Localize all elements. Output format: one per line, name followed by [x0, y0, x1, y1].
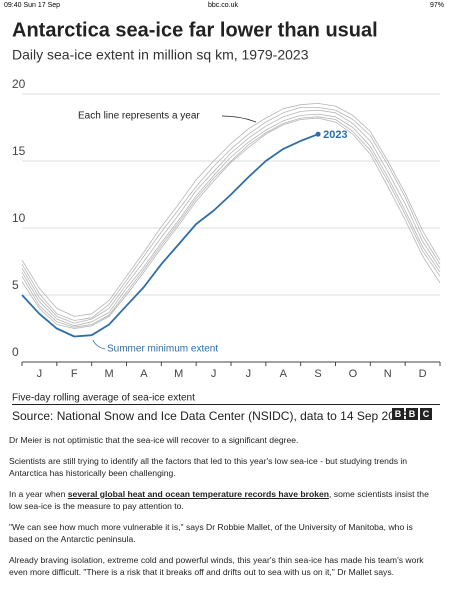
- paragraph: Already braving isolation, extreme cold …: [9, 554, 429, 579]
- logo-block: B: [406, 408, 418, 420]
- url[interactable]: bbc.co.uk: [208, 2, 238, 9]
- text: In a year when: [9, 488, 68, 499]
- line: [21, 117, 441, 329]
- x-tick-label: O: [349, 368, 358, 380]
- chart-subtitle: Daily sea-ice extent in million sq km, 1…: [12, 47, 309, 63]
- text: Already braving isolation, extreme cold …: [9, 554, 424, 578]
- series-label: 2023: [323, 129, 347, 141]
- bbc-logo: B B C: [392, 408, 432, 420]
- line: [21, 109, 441, 324]
- status-bar: 09:40 Sun 17 Sep bbc.co.uk 97%: [0, 0, 450, 12]
- source-row: Source: National Snow and Ice Data Cente…: [12, 405, 440, 425]
- x-tick-label: A: [280, 368, 288, 380]
- y-tick-label: 0: [12, 345, 19, 359]
- x-tick-label: S: [314, 368, 321, 380]
- annotation: Summer minimum extent: [107, 344, 218, 355]
- paragraph: "We can see how much more vulnerable it …: [9, 521, 429, 546]
- clock: 09:40 Sun 17 Sep: [4, 2, 61, 9]
- line: [21, 133, 319, 338]
- y-tick-label: 15: [12, 144, 26, 158]
- annotation: Each line represents a year: [78, 111, 200, 122]
- y-tick-label: 5: [12, 278, 19, 292]
- logo-block: B: [392, 408, 404, 420]
- paragraph: Scientists are still trying to identify …: [9, 455, 429, 480]
- x-tick-label: M: [174, 368, 183, 380]
- x-tick-label: J: [211, 368, 217, 380]
- y-tick-label: 10: [12, 211, 26, 225]
- paragraph: Dr Meier is not optimistic that the sea-…: [9, 434, 429, 447]
- text: Scientists are still trying to identify …: [9, 455, 408, 479]
- text: "We can see how much more vulnerable it …: [9, 521, 413, 545]
- source: Source: National Snow and Ice Data Cente…: [12, 409, 409, 423]
- x-tick-label: N: [384, 368, 392, 380]
- article: Dr Meier is not optimistic that the sea-…: [9, 434, 429, 587]
- battery: 97%: [429, 2, 444, 9]
- divider: [12, 404, 440, 405]
- link[interactable]: several global heat and ocean temperatur…: [67, 488, 330, 499]
- annotation-arrow: [92, 339, 106, 350]
- footnote: Five-day rolling average of sea-ice exte…: [12, 393, 195, 404]
- x-tick-label: D: [419, 368, 427, 380]
- logo-block: C: [420, 408, 432, 420]
- text: Dr Meier is not optimistic that the sea-…: [9, 435, 299, 445]
- text: , some scientists insist the low sea-ice…: [9, 488, 429, 512]
- x-tick-label: A: [140, 368, 148, 380]
- y-tick-label: 20: [12, 77, 26, 91]
- plot-area: 0 5 10 15 20 J F M A M J J A S O N D 2023: [12, 77, 441, 380]
- line: [21, 113, 441, 327]
- x-tick-label: M: [104, 368, 113, 380]
- line: [21, 107, 441, 321]
- end-point: [315, 131, 321, 137]
- x-tick-label: F: [71, 368, 78, 380]
- line: [21, 116, 441, 328]
- x-tick-label: J: [246, 368, 252, 380]
- x-tick-label: J: [37, 368, 43, 380]
- chart: Antarctica sea-ice far lower than usual …: [12, 19, 441, 404]
- paragraph: In a year when several global heat and o…: [9, 488, 429, 513]
- annotation-arrow: [221, 115, 257, 123]
- line: [21, 103, 441, 317]
- chart-title: Antarctica sea-ice far lower than usual: [12, 19, 378, 41]
